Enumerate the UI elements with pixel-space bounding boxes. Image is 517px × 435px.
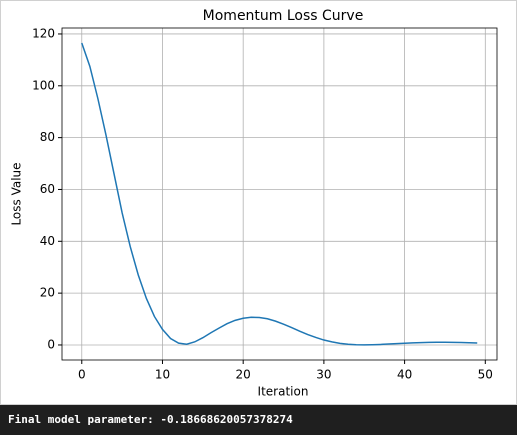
x-tick-label: 10	[155, 368, 170, 382]
chart-title: Momentum Loss Curve	[203, 8, 364, 24]
loss-line	[81, 42, 478, 346]
y-tick-label: 120	[32, 26, 55, 40]
axes-frame	[61, 27, 498, 361]
x-tick-label: 40	[397, 368, 412, 382]
x-tick-label: 0	[78, 368, 86, 382]
y-tick-label: 100	[32, 78, 55, 92]
y-tick-label: 20	[40, 286, 55, 300]
y-tick-label: 60	[40, 182, 55, 196]
y-tick-label: 40	[40, 234, 55, 248]
chart: Momentum Loss Curve Iteration Loss Value…	[0, 0, 517, 405]
x-tick-label: 20	[236, 368, 251, 382]
x-axis-label: Iteration	[258, 385, 309, 399]
output-frame	[0, 0, 517, 405]
y-axis-label: Loss Value	[10, 162, 24, 225]
y-tick-label: 80	[40, 130, 55, 144]
console-output: Final model parameter: -0.18668620057378…	[0, 405, 517, 435]
x-tick-label: 50	[478, 368, 493, 382]
y-tick-label: 0	[47, 337, 55, 351]
x-tick-label: 30	[316, 368, 331, 382]
